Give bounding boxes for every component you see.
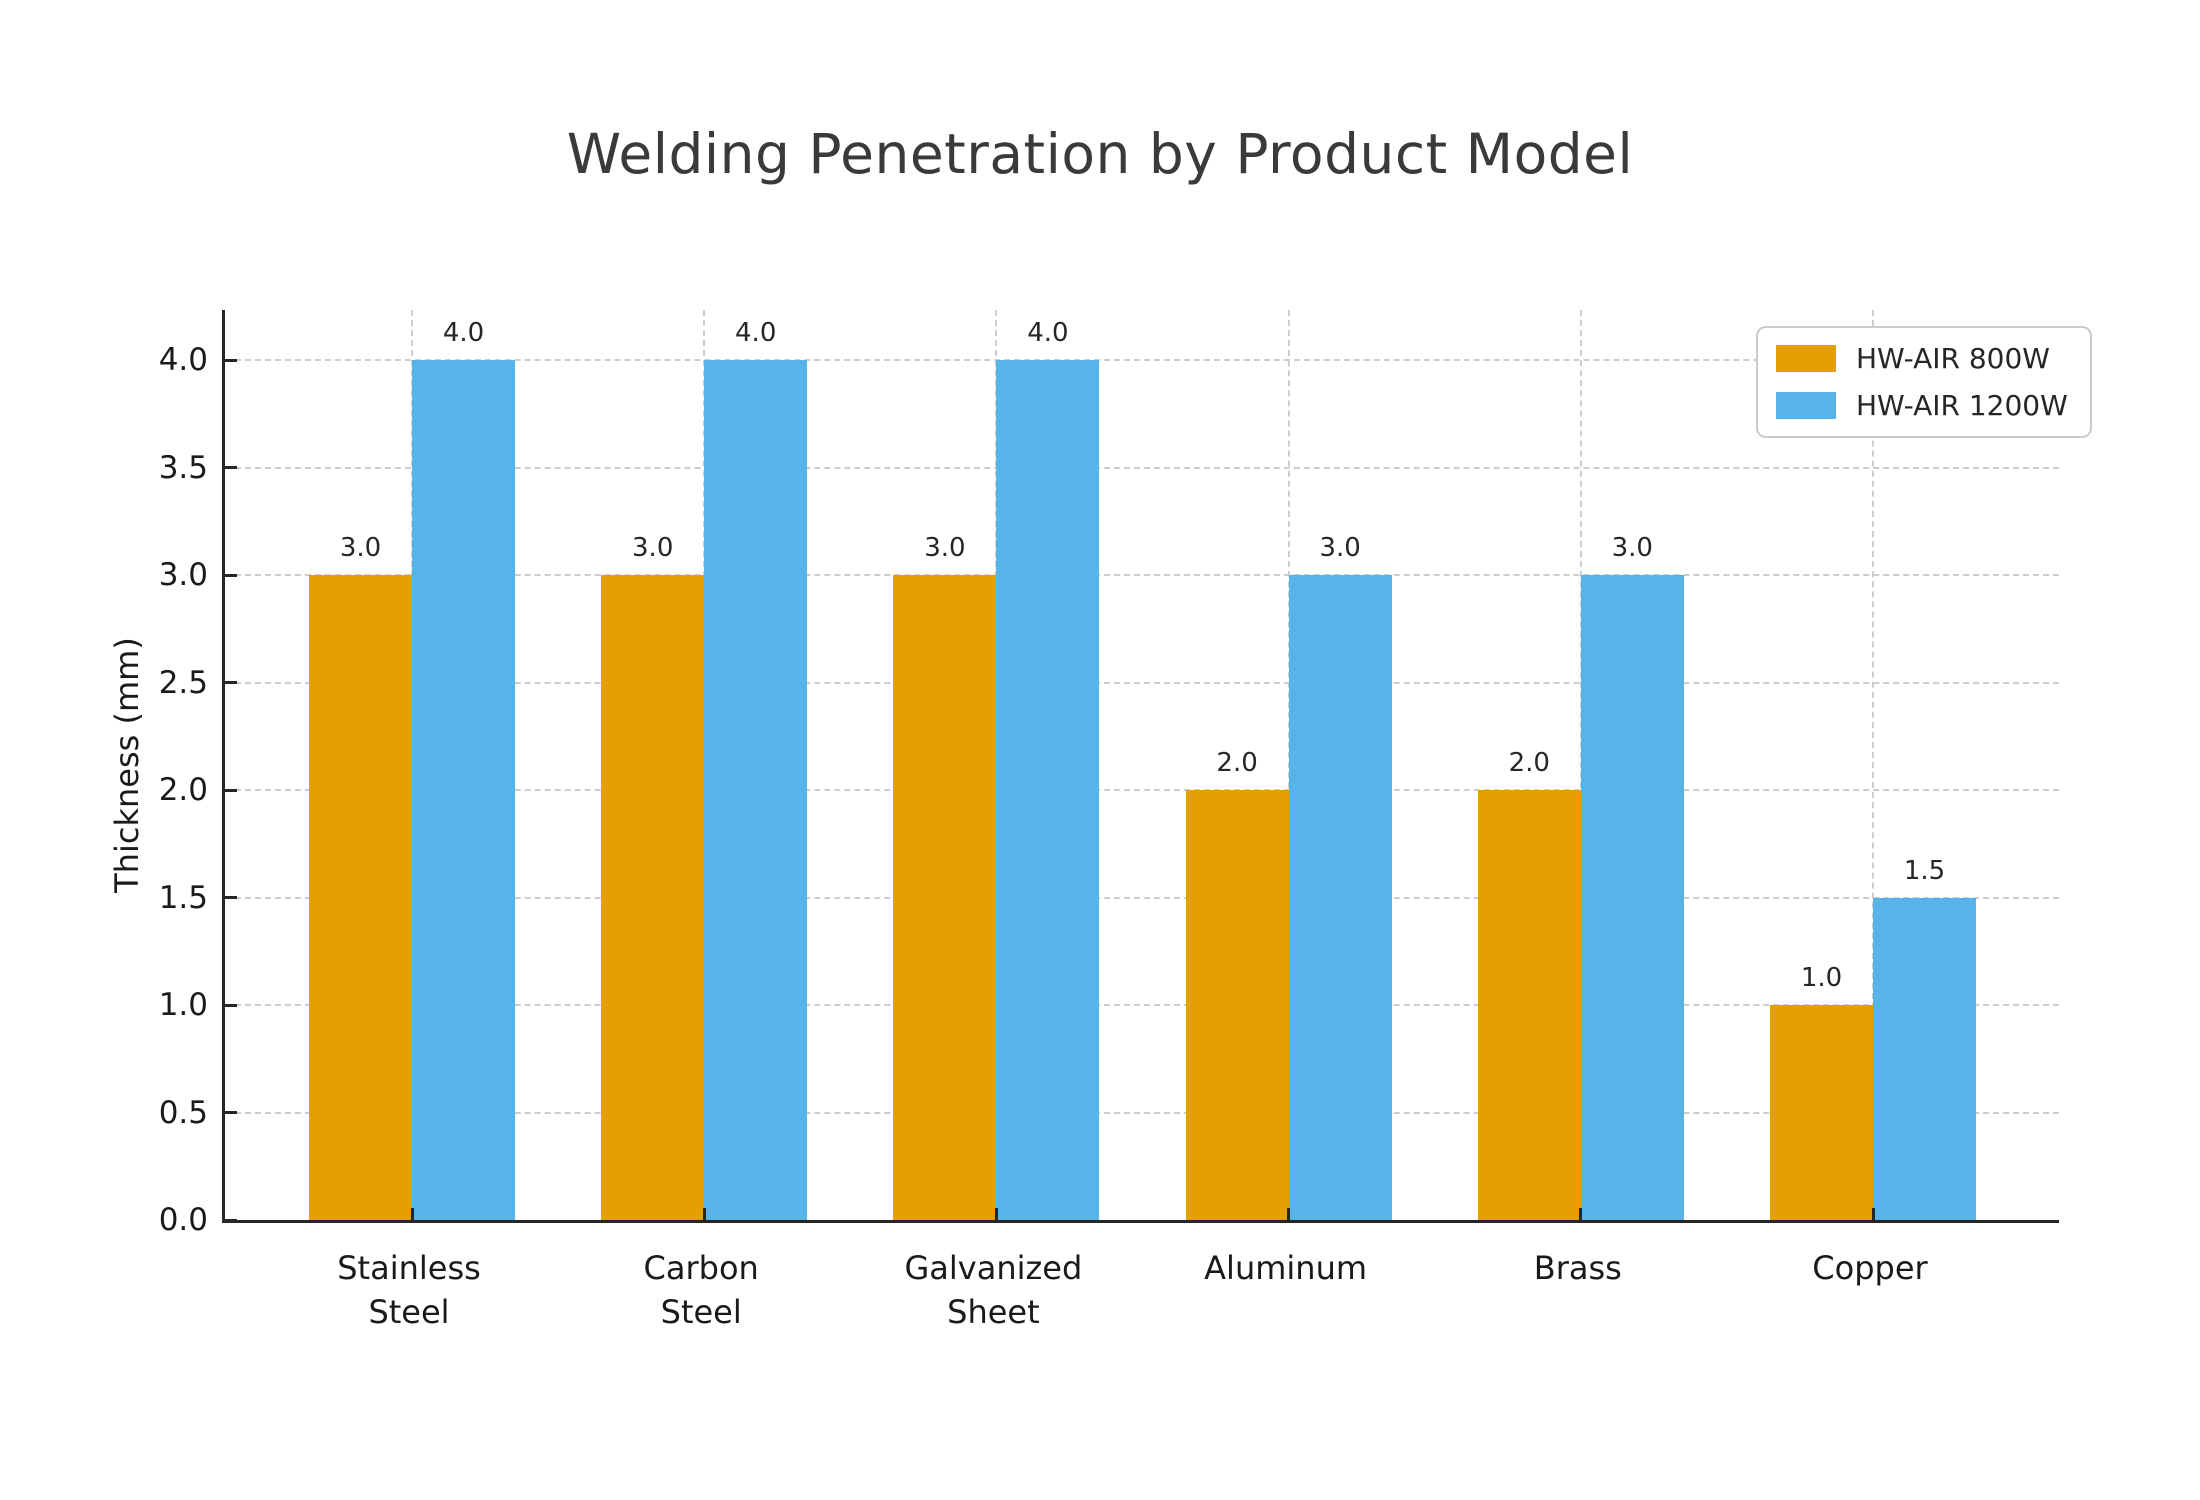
x-tick-label-line: Copper <box>1812 1249 1928 1287</box>
legend-swatch-1200w <box>1776 392 1836 419</box>
legend-label-1200w: HW-AIR 1200W <box>1856 389 2068 422</box>
h-gridline <box>225 681 2059 684</box>
bar <box>601 575 705 1220</box>
y-tick <box>225 788 237 792</box>
y-tick-label: 0.0 <box>158 1202 208 1238</box>
y-tick-label: 4.0 <box>158 342 208 378</box>
bar <box>412 360 515 1220</box>
y-tick-label: 1.0 <box>158 987 208 1023</box>
bar <box>1288 575 1392 1220</box>
bar-value-label: 4.0 <box>442 318 485 348</box>
y-tick <box>225 896 237 899</box>
x-tick-label-line: Aluminum <box>1204 1249 1368 1287</box>
bar-value-label: 3.0 <box>1319 533 1361 563</box>
y-tick <box>225 1111 237 1114</box>
bar <box>1770 1005 1873 1220</box>
y-tick <box>225 1003 237 1007</box>
legend: HW-AIR 800W HW-AIR 1200W <box>1756 326 2092 438</box>
bar <box>893 575 997 1220</box>
x-tick-label-line: Galvanized <box>904 1249 1083 1287</box>
chart-title: Welding Penetration by Product Model <box>566 122 1634 186</box>
x-tick-label-line: Carbon <box>643 1249 759 1287</box>
bar <box>1477 790 1581 1220</box>
legend-label-800w: HW-AIR 800W <box>1856 342 2050 375</box>
h-gridline <box>225 789 2059 791</box>
v-gridline <box>1872 310 1874 1220</box>
bar-value-label: 2.0 <box>1216 748 1258 778</box>
h-gridline <box>225 1004 2059 1006</box>
x-tick-label: Galvanized Sheet <box>904 1246 1082 1334</box>
y-tick-label: 3.0 <box>158 557 208 593</box>
x-tick <box>994 1208 998 1220</box>
bar-value-label: 4.0 <box>735 318 777 348</box>
legend-swatch-800w <box>1776 345 1836 372</box>
legend-entry: HW-AIR 800W <box>1776 342 2068 375</box>
bar-value-label: 3.0 <box>632 533 674 563</box>
bar <box>309 575 412 1220</box>
h-gridline <box>225 574 2059 576</box>
y-tick <box>225 1218 237 1222</box>
bar-value-label: 3.0 <box>1611 533 1653 563</box>
h-gridline <box>225 1111 2059 1114</box>
x-tick-label: Stainless Steel <box>337 1246 481 1334</box>
x-tick <box>1871 1208 1875 1220</box>
bar <box>996 360 1100 1220</box>
x-tick-label: Copper <box>1812 1246 1927 1290</box>
bar-value-label: 1.5 <box>1903 855 1946 886</box>
bar-value-label: 1.0 <box>1800 963 1843 993</box>
x-tick-label: Brass <box>1534 1246 1622 1290</box>
y-tick-label: 3.5 <box>158 449 208 486</box>
h-gridline <box>225 359 2059 361</box>
x-tick-label-line: Steel <box>660 1293 742 1331</box>
h-gridline <box>225 896 2059 899</box>
bar <box>1873 897 1976 1220</box>
bar <box>1185 790 1289 1220</box>
x-tick <box>702 1208 706 1220</box>
bar <box>1580 575 1684 1220</box>
x-tick <box>410 1208 414 1220</box>
x-tick-label-line: Sheet <box>947 1293 1040 1331</box>
y-tick-label: 1.5 <box>158 879 208 916</box>
y-tick-label: 2.0 <box>158 772 208 808</box>
y-tick <box>225 358 237 362</box>
y-tick <box>225 573 237 577</box>
y-tick-label: 0.5 <box>158 1094 208 1131</box>
y-tick <box>225 681 237 684</box>
x-tick <box>1287 1208 1291 1220</box>
plot-area: 3.0 4.0 3.0 4.0 3.0 4.0 2.0 3.0 2.0 3.0 1.0 1.5 <box>222 310 2059 1223</box>
bar-value-label: 2.0 <box>1508 748 1550 778</box>
bar-value-label: 3.0 <box>924 533 966 563</box>
x-tick-label-line: Brass <box>1533 1249 1622 1287</box>
bar-value-label: 3.0 <box>339 533 382 563</box>
x-tick-label-line: Stainless <box>337 1249 481 1287</box>
bar <box>704 360 808 1220</box>
legend-entry: HW-AIR 1200W <box>1776 389 2068 422</box>
x-tick-label: Aluminum <box>1204 1246 1367 1290</box>
y-tick <box>225 466 237 469</box>
x-tick-label: Carbon Steel <box>644 1246 759 1334</box>
x-tick <box>1579 1208 1583 1220</box>
y-tick-label: 2.5 <box>158 664 208 701</box>
bar-value-label: 4.0 <box>1027 318 1069 348</box>
x-tick-label-line: Steel <box>368 1293 450 1331</box>
h-gridline <box>225 466 2059 469</box>
